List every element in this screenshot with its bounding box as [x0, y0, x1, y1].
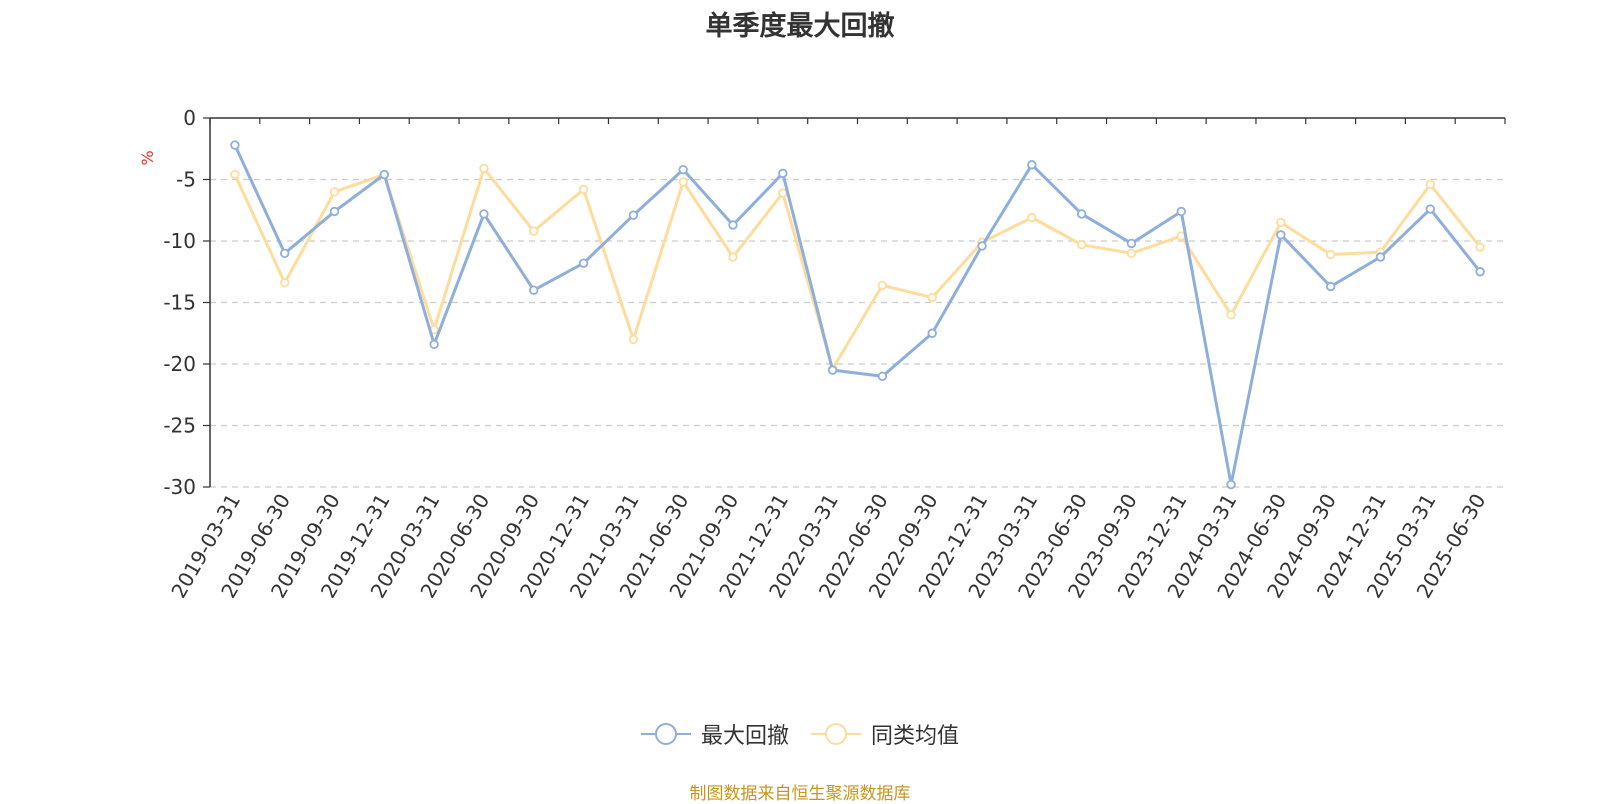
data-point-0: [429, 339, 439, 350]
chart-title: 单季度最大回撤: [705, 11, 895, 42]
data-point-1: [280, 278, 290, 288]
data-point-1: [1076, 239, 1087, 250]
y-tick-label: 0: [183, 106, 196, 130]
data-point-1: [678, 177, 688, 187]
data-point-0: [1425, 204, 1435, 214]
data-point-1: [628, 334, 639, 345]
y-tick-label: -15: [163, 291, 196, 315]
data-point-1: [1325, 249, 1336, 260]
data-point-0: [628, 210, 639, 220]
legend-item-peer-average[interactable]: 同类均值: [811, 718, 959, 750]
data-point-0: [977, 241, 987, 251]
data-point-0: [1375, 252, 1386, 262]
data-point-0: [778, 168, 788, 179]
data-point-0: [678, 164, 688, 175]
data-point-1: [1475, 242, 1485, 252]
data-point-0: [827, 365, 838, 375]
data-point-0: [329, 206, 340, 217]
y-axis-label: %: [138, 150, 157, 165]
data-point-1: [1027, 212, 1037, 223]
data-point-0: [927, 328, 937, 338]
data-point-0: [1226, 479, 1236, 490]
data-point-0: [529, 285, 539, 295]
data-point-1: [578, 184, 589, 195]
data-point-0: [1126, 238, 1137, 249]
series-line-1: [233, 166, 1482, 371]
data-point-0: [1076, 209, 1087, 219]
data-point-1: [1126, 248, 1137, 258]
data-point-0: [1027, 160, 1037, 170]
series-line-0: [233, 144, 1482, 487]
data-point-1: [329, 187, 340, 197]
y-tick-label: -25: [163, 414, 196, 438]
data-point-0: [379, 169, 390, 180]
legend-label-peer-average: 同类均值: [871, 724, 960, 749]
y-tick-label: -10: [163, 229, 196, 253]
data-source-note: 制图数据来自恒生聚源数据库: [689, 784, 911, 804]
data-point-1: [1425, 179, 1435, 190]
grid-lines: [210, 178, 1505, 488]
data-point-0: [280, 248, 290, 258]
legend: 最大回撤 同类均值: [0, 718, 1600, 750]
data-point-0: [230, 140, 240, 150]
data-point-0: [877, 371, 888, 381]
data-point-1: [778, 188, 788, 198]
data-point-1: [230, 169, 240, 180]
y-tick-label: -30: [163, 475, 196, 499]
data-point-0: [1176, 206, 1186, 217]
data-point-0: [1475, 267, 1485, 277]
data-point-1: [1226, 310, 1236, 320]
data-point-1: [529, 226, 539, 236]
legend-symbol-peer-average-icon: [811, 723, 861, 745]
data-point-1: [728, 252, 738, 262]
data-point-0: [578, 258, 589, 268]
data-point-1: [479, 163, 489, 174]
data-point-1: [877, 280, 888, 290]
legend-label-max-drawdown: 最大回撤: [700, 724, 789, 749]
legend-symbol-max-drawdown-icon: [640, 723, 691, 745]
data-point-1: [927, 292, 937, 303]
y-tick-label: -20: [163, 352, 196, 376]
y-tick-label: -5: [176, 168, 196, 192]
data-point-0: [479, 209, 489, 219]
series-layer: [230, 140, 1485, 490]
data-point-0: [1276, 230, 1286, 240]
legend-item-max-drawdown[interactable]: 最大回撤: [640, 718, 789, 750]
data-point-0: [1325, 281, 1336, 292]
data-point-1: [1276, 217, 1286, 228]
data-point-0: [728, 220, 738, 230]
